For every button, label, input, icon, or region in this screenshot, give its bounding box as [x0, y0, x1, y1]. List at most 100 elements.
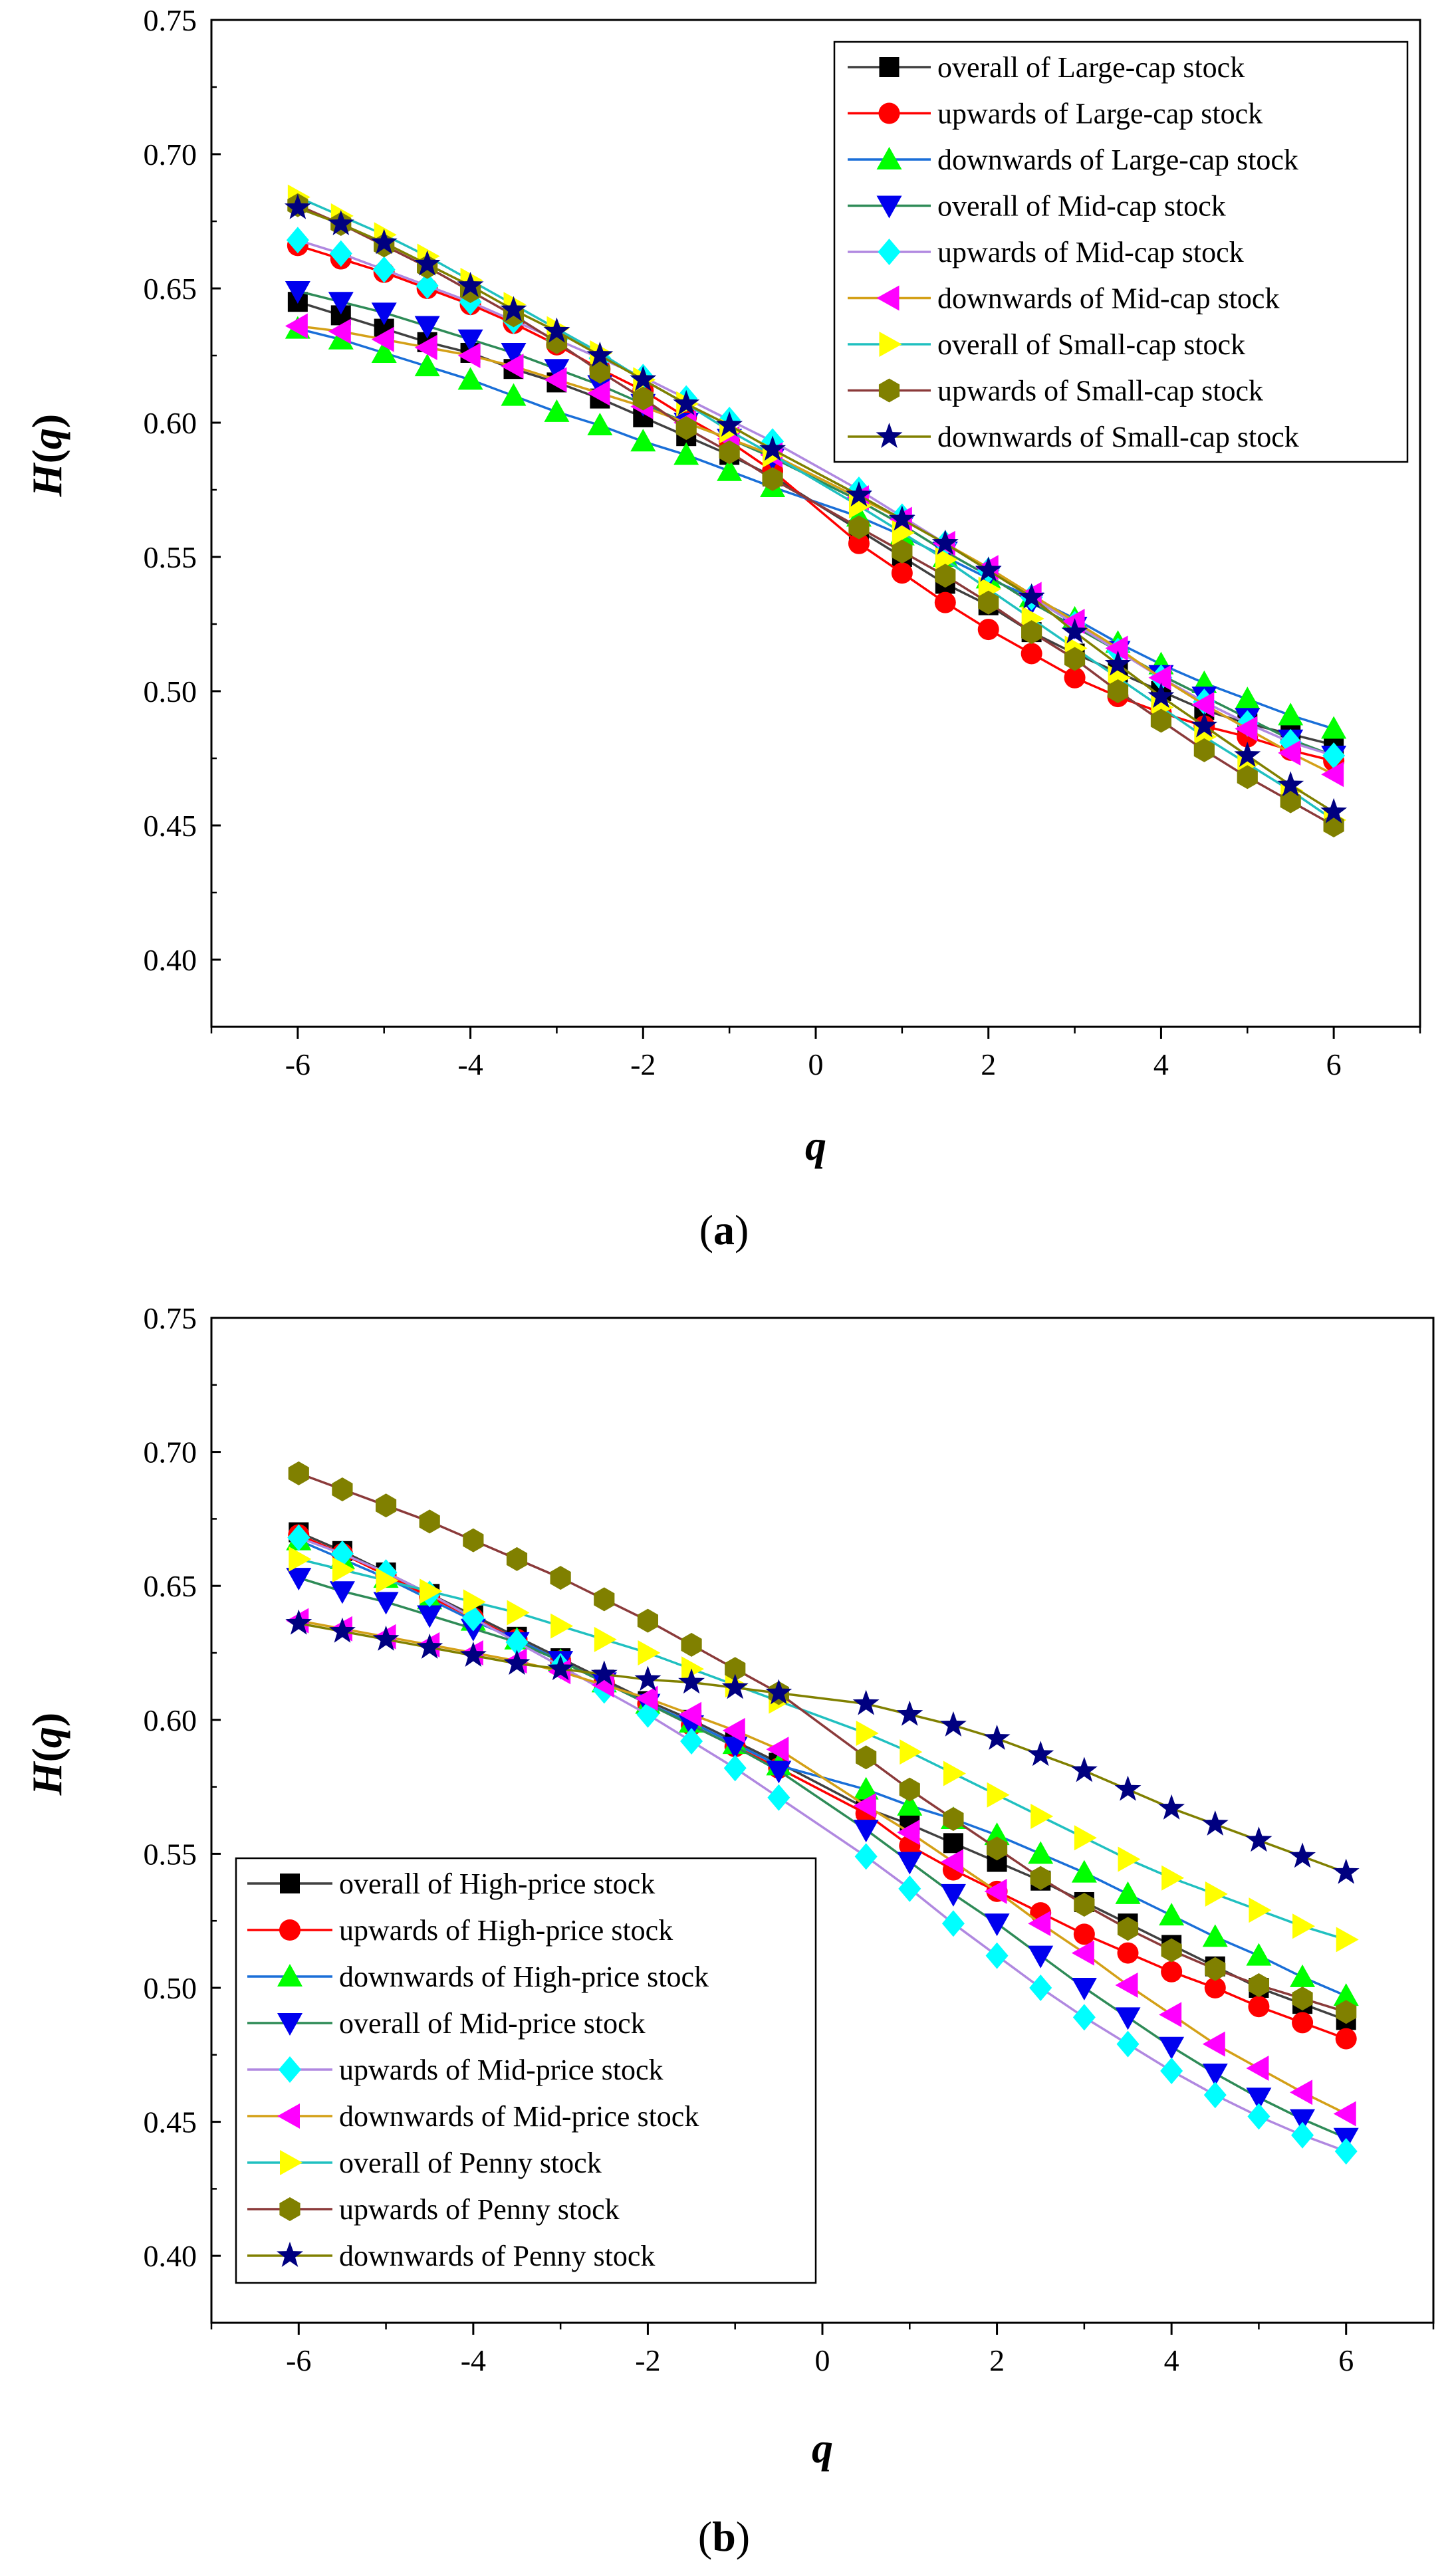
legend-entry: overall of High-price stock [247, 1868, 655, 1900]
data-point [638, 1640, 661, 1665]
data-point [1114, 1775, 1142, 1801]
data-point [984, 1913, 1010, 1937]
data-point [853, 1792, 876, 1818]
legend-entry: upwards of Large-cap stock [848, 98, 1263, 130]
data-point [978, 590, 999, 615]
data-point [370, 229, 398, 255]
legend-marker [876, 147, 902, 169]
data-point [501, 383, 527, 406]
data-point [594, 1626, 617, 1652]
data-point [1201, 1810, 1229, 1836]
data-point [1104, 650, 1132, 676]
legend-marker [876, 195, 902, 219]
data-point [897, 1792, 923, 1816]
legend-entry: upwards of High-price stock [247, 1914, 673, 1947]
legend-label: upwards of High-price stock [339, 1914, 673, 1947]
data-point [1292, 1913, 1316, 1939]
data-point [457, 329, 483, 352]
data-point [759, 435, 786, 461]
data-point [586, 342, 614, 367]
data-point [1029, 1975, 1052, 2001]
data-point [501, 342, 527, 366]
data-point [1071, 1860, 1097, 1883]
data-point [1027, 1741, 1054, 1767]
data-point [503, 1650, 531, 1675]
legend-marker [279, 2197, 301, 2221]
data-point [1336, 1927, 1359, 1953]
data-point [680, 1728, 703, 1755]
data-point [1147, 683, 1175, 708]
data-point [1191, 692, 1215, 718]
series-layer [284, 184, 1348, 837]
data-point [1115, 1972, 1138, 1998]
legend-entry: overall of Mid-price stock [247, 2007, 646, 2040]
data-point [457, 367, 483, 390]
data-point [373, 1592, 399, 1615]
data-point [977, 619, 999, 641]
data-point [505, 1628, 529, 1656]
data-point [717, 458, 743, 481]
data-point [766, 1761, 792, 1784]
data-point [457, 343, 481, 368]
data-point [721, 1673, 749, 1699]
data-point [896, 1700, 923, 1726]
data-point [284, 193, 311, 219]
data-point [371, 326, 394, 352]
data-point [1204, 1977, 1226, 1998]
data-point [329, 240, 352, 267]
data-point [285, 281, 310, 304]
data-point [679, 1701, 702, 1727]
legend-label: downwards of High-price stock [339, 1961, 709, 1993]
data-point [414, 250, 441, 276]
y-tick-label: 0.60 [144, 406, 197, 440]
legend-marker [279, 1919, 301, 1941]
data-point [1118, 1846, 1141, 1872]
data-point [1159, 1903, 1185, 1926]
y-tick-label: 0.60 [144, 1703, 197, 1737]
data-point [1061, 618, 1088, 644]
legend-marker [879, 57, 900, 77]
data-point [1158, 1794, 1185, 1820]
data-point [289, 1546, 312, 1572]
data-point [1161, 1938, 1182, 1963]
data-point [1160, 2057, 1183, 2084]
data-point [722, 1717, 745, 1743]
legend-label: upwards of Penny stock [339, 2193, 620, 2226]
data-point [1191, 712, 1218, 738]
data-point [856, 1745, 877, 1770]
data-point [500, 296, 527, 322]
y-tick-label: 0.45 [144, 809, 197, 843]
x-tick-label: -6 [285, 1047, 310, 1081]
legend-entry: upwards of Small-cap stock [848, 375, 1263, 407]
y-tick-label: 0.70 [144, 138, 197, 171]
y-tick-label: 0.55 [144, 1837, 197, 1871]
data-point [845, 481, 872, 507]
data-point [288, 1461, 309, 1485]
axis-ticks: 0.40 0.45 0.50 0.55 0.60 0.65 0.70 0.75 -6 -4 -2 0 2… [144, 1301, 1435, 2377]
data-point [1333, 2101, 1356, 2127]
data-point [286, 227, 309, 254]
y-tick-label: 0.50 [144, 1971, 197, 2005]
data-point [1074, 1893, 1095, 1917]
y-tick-label: 0.50 [144, 675, 197, 708]
data-point [332, 1477, 353, 1502]
data-point [1071, 1978, 1097, 2000]
data-point [463, 1528, 484, 1553]
series-5 [287, 1524, 1358, 2165]
data-point [1248, 1973, 1270, 1997]
y-tick-label: 0.40 [144, 2239, 197, 2273]
data-point [1290, 1964, 1316, 1987]
data-point [1021, 620, 1042, 645]
data-point [899, 1777, 920, 1802]
data-point [941, 1910, 965, 1937]
data-point [1202, 1924, 1228, 1947]
data-point [632, 386, 654, 411]
data-point [1161, 1961, 1183, 1983]
data-point [544, 367, 567, 393]
data-point [1280, 789, 1301, 813]
legend-entry: upwards of Penny stock [247, 2193, 620, 2226]
legend-label: overall of Small-cap stock [937, 328, 1245, 361]
data-point [856, 1720, 879, 1746]
data-point [900, 1739, 923, 1765]
data-point [1335, 2028, 1357, 2050]
